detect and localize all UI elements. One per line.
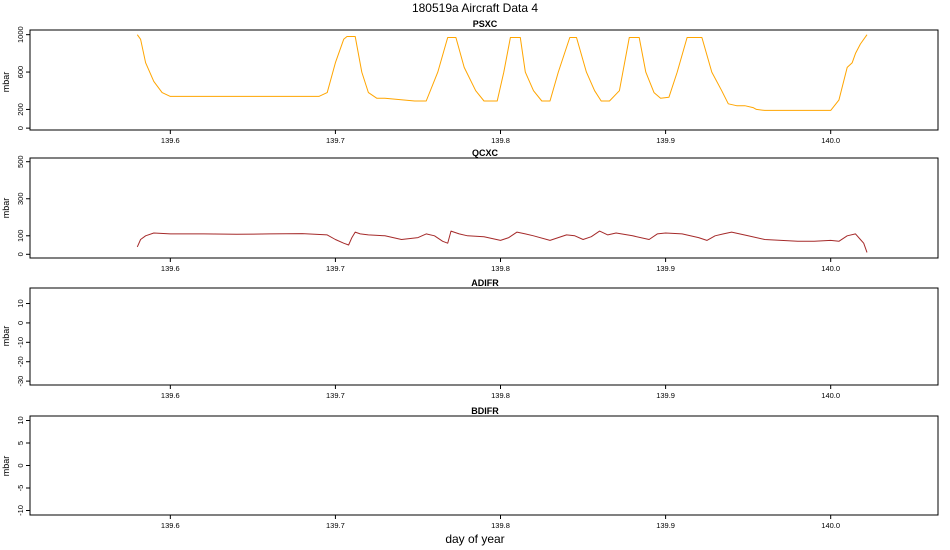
panel-adifr-ylabel: mbar	[1, 326, 11, 347]
panel-adifr-title: ADIFR	[471, 278, 499, 288]
panel-qcxc-title: QCXC	[472, 148, 499, 158]
panel-bdifr-y-tick-label: 5	[16, 441, 25, 445]
panel-psxc-x-tick-label: 139.7	[326, 136, 345, 145]
panel-psxc-x-tick-label: 139.9	[656, 136, 675, 145]
panel-qcxc-x-tick-label: 139.7	[326, 264, 345, 273]
panel-bdifr-y-tick-label: 0	[16, 463, 25, 467]
panel-psxc-x-tick-label: 139.8	[491, 136, 510, 145]
panel-qcxc-frame	[29, 157, 939, 259]
panel-psxc-y-tick-label: 1000	[16, 26, 25, 43]
panel-bdifr-x-tick-label: 140.0	[821, 521, 840, 530]
panel-adifr-x-tick-label: 139.8	[491, 391, 510, 400]
panel-psxc: PSXC mbar 139.6 139.7 139.8 139.9 140.0 0 200 6…	[1, 19, 939, 145]
panel-bdifr-ylabel: mbar	[1, 456, 11, 477]
panel-qcxc-x-tick-label: 139.8	[491, 264, 510, 273]
panel-qcxc: QCXC mbar 139.6 139.7 139.8 139.9 140.0 0 100 3…	[1, 148, 939, 273]
panel-bdifr-x-tick-label: 139.6	[161, 521, 180, 530]
panel-psxc-series-line	[136, 34, 868, 111]
panel-qcxc-y-tick-label: 300	[16, 192, 25, 205]
panel-bdifr-x-tick-label: 139.8	[491, 521, 510, 530]
panel-qcxc-ylabel: mbar	[1, 198, 11, 219]
panel-adifr-x-tick-label: 139.9	[656, 391, 675, 400]
panel-psxc-title: PSXC	[473, 19, 498, 29]
panel-adifr-y-tick-label: 0	[16, 321, 25, 325]
panel-bdifr-x-tick-label: 139.9	[656, 521, 675, 530]
panel-bdifr-x-tick-label: 139.7	[326, 521, 345, 530]
panel-psxc-frame	[29, 29, 939, 131]
panel-psxc-x-tick-label: 139.6	[161, 136, 180, 145]
panel-adifr-y-tick-label: -30	[16, 376, 25, 387]
panel-qcxc-x-tick-label: 139.6	[161, 264, 180, 273]
panel-qcxc-series-line	[136, 230, 868, 253]
panel-adifr-frame	[29, 287, 939, 386]
figure-title: 180519a Aircraft Data 4	[412, 1, 538, 15]
panel-psxc-y-tick-label: 600	[16, 66, 25, 79]
panel-bdifr-y-tick-label: -5	[16, 485, 25, 492]
panel-psxc-y-tick-label: 0	[16, 126, 25, 130]
x-axis-label: day of year	[445, 532, 504, 546]
panel-qcxc-y-tick-label: 0	[16, 252, 25, 256]
panel-qcxc-x-tick-label: 140.0	[821, 264, 840, 273]
panel-qcxc-y-tick-label: 100	[16, 230, 25, 243]
panel-bdifr-y-tick-label: 10	[16, 416, 25, 424]
panel-psxc-ylabel: mbar	[1, 72, 11, 93]
panel-bdifr-y-tick-label: -10	[16, 505, 25, 516]
panel-psxc-y-tick-label: 200	[16, 103, 25, 116]
panel-adifr-x-tick-label: 139.7	[326, 391, 345, 400]
panel-adifr-x-tick-label: 139.6	[161, 391, 180, 400]
panel-adifr-x-tick-label: 140.0	[821, 391, 840, 400]
panel-adifr-y-tick-label: -20	[16, 356, 25, 367]
panel-bdifr-title: BDIFR	[471, 406, 499, 416]
panel-adifr-y-tick-label: 10	[16, 299, 25, 307]
panel-qcxc-x-tick-label: 139.9	[656, 264, 675, 273]
panel-qcxc-y-tick-label: 500	[16, 155, 25, 168]
panel-bdifr-frame	[29, 415, 939, 516]
panel-psxc-x-tick-label: 140.0	[821, 136, 840, 145]
panel-bdifr: BDIFR mbar 139.6 139.7 139.8 139.9 140.0 -10 -…	[1, 406, 939, 530]
panel-adifr-y-tick-label: -10	[16, 337, 25, 348]
panel-adifr: ADIFR mbar 139.6 139.7 139.8 139.9 140.0 -30 -…	[1, 278, 939, 400]
